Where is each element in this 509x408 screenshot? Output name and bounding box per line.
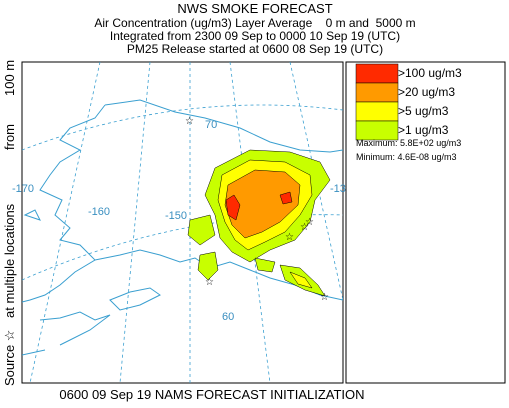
legend-swatch (355, 82, 399, 103)
grid-label: 70 (205, 119, 217, 131)
legend-stat: Minimum: 4.6E-08 ug/m3 (356, 152, 457, 162)
svg-text:☆: ☆ (305, 217, 314, 228)
header-line: Integrated from 2300 09 Sep to 0000 10 S… (110, 29, 400, 43)
grid-label: -160 (88, 206, 110, 218)
legend-swatch (355, 63, 399, 84)
side-label: 100 m (2, 60, 17, 96)
legend-label: >20 ug/m3 (398, 85, 455, 99)
svg-text:☆: ☆ (205, 277, 214, 288)
legend-label: >5 ug/m3 (398, 104, 449, 118)
side-label: Source ☆ (2, 330, 17, 386)
header-line: PM25 Release started at 0600 08 Sep 19 (… (127, 42, 383, 56)
map-layer: ☆☆☆ ☆☆☆ -170 -160 -150 -130 70 60 (12, 62, 352, 383)
title: NWS SMOKE FORECAST (177, 1, 332, 16)
legend-stat: Maximum: 5.8E+02 ug/m3 (356, 138, 461, 148)
svg-text:☆: ☆ (185, 116, 194, 127)
legend-label: >1 ug/m3 (398, 123, 449, 137)
footer: 0600 09 Sep 19 NAMS FORECAST INITIALIZAT… (59, 387, 364, 402)
svg-text:☆: ☆ (320, 292, 329, 303)
legend-swatch (355, 120, 399, 141)
svg-text:☆: ☆ (285, 232, 294, 243)
grid-label: -170 (12, 183, 34, 195)
header-line: Air Concentration (ug/m3) Layer Average … (94, 16, 415, 30)
side-label: from (2, 124, 17, 150)
legend-label: >100 ug/m3 (398, 66, 462, 80)
side-label: at multiple locations (2, 203, 17, 318)
legend: >100 ug/m3 >20 ug/m3 >5 ug/m3 >1 ug/m3 (355, 63, 462, 141)
svg-text:☆: ☆ (300, 222, 309, 233)
legend-swatch (355, 101, 399, 122)
grid-label: 60 (222, 311, 234, 323)
grid-label: -150 (165, 210, 187, 222)
